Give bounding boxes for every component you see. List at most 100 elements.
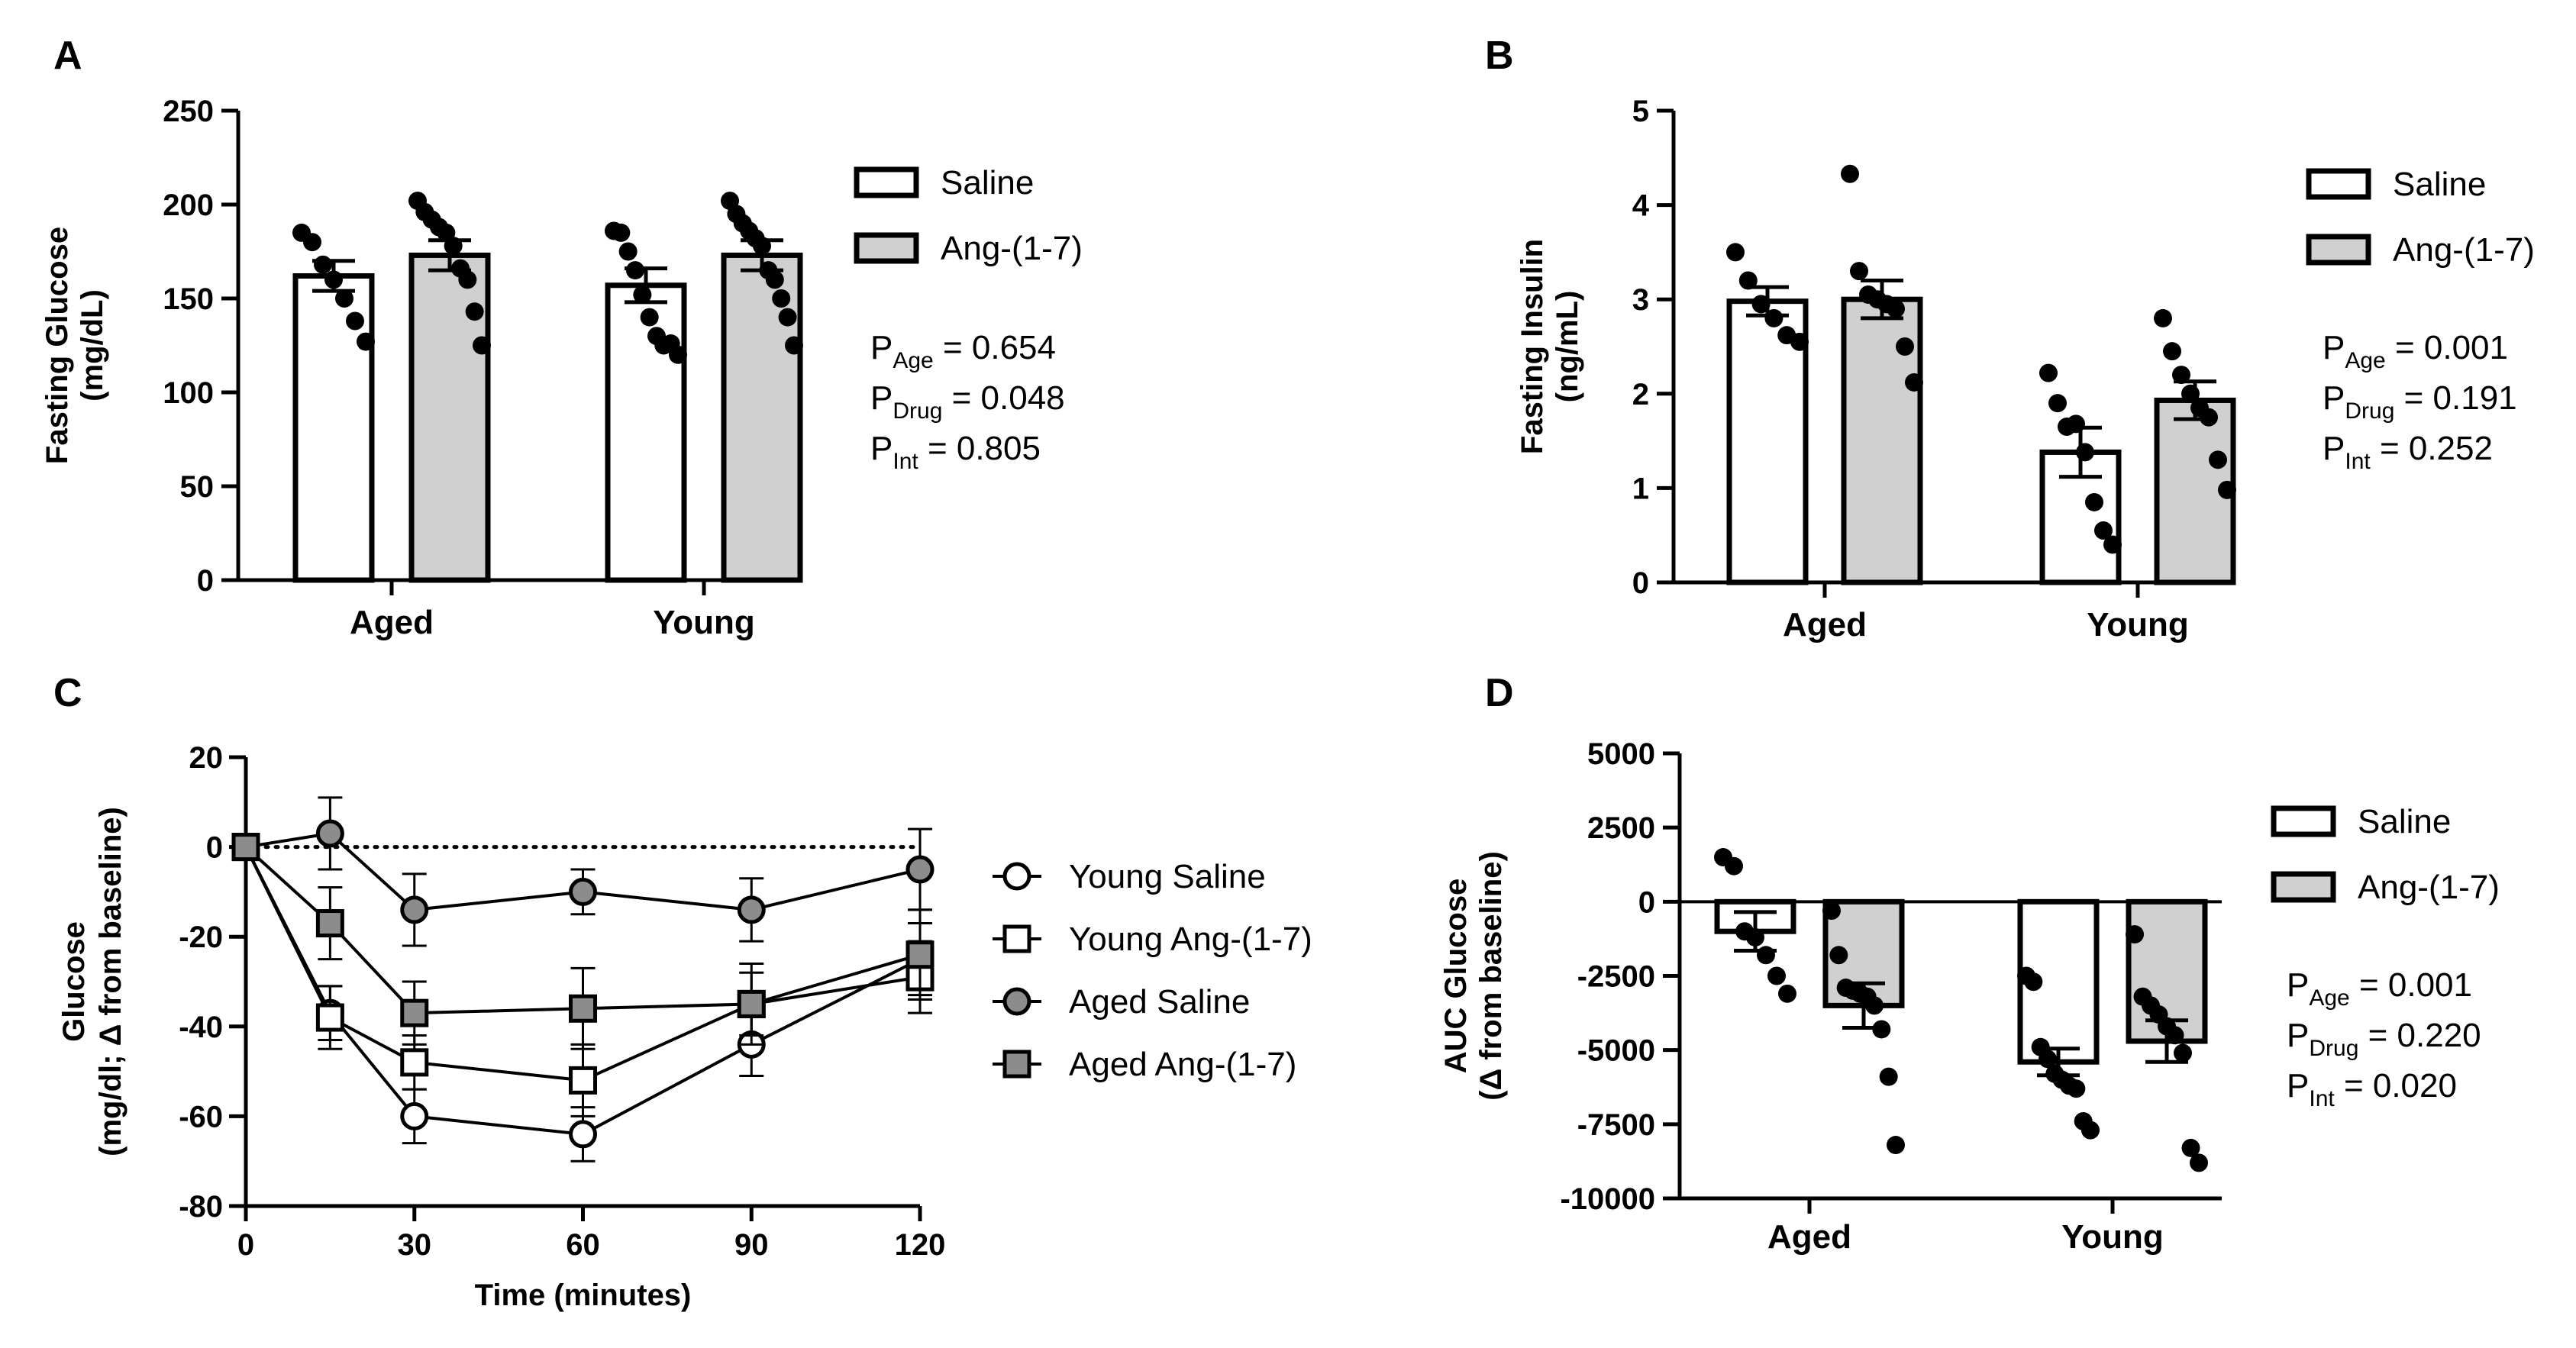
- b-stat-1: PDrug = 0.191: [2323, 379, 2517, 424]
- d-y-tick-label: 0: [1638, 885, 1655, 919]
- panel-d-letter: D: [1485, 671, 1514, 715]
- c-y-tick-label: -60: [179, 1100, 223, 1134]
- a-data-point: [772, 289, 791, 308]
- stat-value: = 0.805: [918, 430, 1041, 467]
- b-data-point: [2067, 414, 2085, 434]
- d-data-point: [2067, 1079, 2086, 1098]
- d-y-tick-label: -5000: [1577, 1034, 1655, 1068]
- d-stat-2: PInt = 0.020: [2287, 1067, 2457, 1111]
- stat-subscript: Drug: [2309, 1036, 2358, 1061]
- a-y-label-line2: (mg/dL): [76, 289, 109, 401]
- a-data-point: [346, 311, 364, 331]
- c-series-2-point: [315, 819, 344, 848]
- stat-p: P: [2287, 1067, 2309, 1105]
- a-y-tick-label: 50: [180, 470, 215, 504]
- a-data-point: [618, 242, 638, 261]
- b-data-point: [1751, 295, 1771, 314]
- c-x-tick-label: 0: [237, 1228, 254, 1262]
- c-y-tick-label: -40: [179, 1011, 223, 1044]
- b-y-tick-label: 3: [1632, 283, 1649, 317]
- c-legend-marker-2: [1002, 987, 1031, 1016]
- c-legend-marker-0: [1002, 862, 1031, 891]
- stat-p: P: [870, 379, 893, 417]
- stat-value: = 0.191: [2394, 379, 2516, 417]
- d-data-point: [2181, 1138, 2200, 1157]
- c-series-3-point: [737, 989, 766, 1018]
- d-y-tick-label: 5000: [1587, 737, 1655, 771]
- a-y-tick-label: 0: [197, 564, 214, 598]
- stat-value: = 0.048: [942, 379, 1064, 417]
- a-data-point: [335, 289, 353, 308]
- a-stat-1: PDrug = 0.048: [870, 379, 1065, 424]
- c-series-0-point: [569, 1120, 597, 1149]
- b-data-point: [1905, 372, 1923, 392]
- b-data-point: [2039, 363, 2058, 382]
- c-series-2-point: [569, 877, 597, 906]
- c-legend-label-2: Aged Saline: [1069, 983, 1250, 1021]
- stat-subscript: Int: [2345, 449, 2371, 474]
- b-y-label-line1: Fasting Insulin: [1516, 239, 1549, 454]
- d-stat-1: PDrug = 0.220: [2287, 1017, 2481, 1061]
- d-y-label-line1: AUC Glucose: [1439, 879, 1473, 1074]
- stat-p: P: [2287, 966, 2309, 1004]
- d-data-point: [1746, 927, 1764, 947]
- b-data-point: [1764, 308, 1784, 327]
- d-data-point: [2126, 925, 2144, 944]
- b-legend-label-0: Saline: [2393, 166, 2486, 203]
- b-data-point: [2154, 308, 2172, 327]
- d-legend-swatch-0: [2271, 805, 2336, 837]
- a-legend-label-1: Ang-(1-7): [941, 230, 1083, 267]
- d-data-point: [1822, 901, 1841, 920]
- c-series-1-line: [244, 846, 921, 1082]
- a-data-point: [324, 270, 343, 289]
- stat-value: = 0.020: [2335, 1067, 2457, 1105]
- b-data-point: [2048, 394, 2067, 413]
- d-legend-label-0: Saline: [2358, 803, 2451, 840]
- panel-b-letter: B: [1485, 34, 1514, 78]
- a-bar-ang: [721, 252, 803, 583]
- stat-subscript: Age: [893, 348, 933, 373]
- b-category-label: Young: [2087, 606, 2189, 643]
- b-data-point: [2209, 450, 2227, 469]
- stat-p: P: [2287, 1017, 2309, 1054]
- c-y-label-line2: (mg/dl; Δ from baseline): [94, 807, 128, 1156]
- c-series-3-point: [231, 833, 260, 862]
- d-data-point: [2190, 1153, 2208, 1172]
- a-y-tick-label: 200: [163, 189, 214, 222]
- d-data-point: [1778, 984, 1796, 1003]
- c-legend-label-1: Young Ang-(1-7): [1069, 921, 1312, 958]
- c-legend-marker-3: [1002, 1050, 1031, 1079]
- a-data-point: [357, 332, 375, 351]
- stat-value: = 0.220: [2358, 1017, 2481, 1054]
- d-data-point: [2024, 972, 2043, 992]
- d-data-point: [2165, 1026, 2184, 1045]
- d-data-point: [1887, 1136, 1905, 1155]
- a-data-point: [444, 237, 463, 256]
- a-data-point: [633, 285, 652, 305]
- c-x-tick-label: 60: [566, 1228, 600, 1262]
- stat-p: P: [870, 430, 893, 467]
- b-y-tick-label: 2: [1632, 378, 1649, 411]
- a-category-label: Young: [653, 604, 755, 641]
- c-y-tick-label: -80: [179, 1190, 223, 1224]
- b-data-point: [2163, 342, 2181, 361]
- d-stat-0: PAge = 0.001: [2287, 966, 2472, 1011]
- a-data-point: [314, 255, 332, 274]
- c-series-3-point: [315, 909, 344, 938]
- stat-subscript: Age: [2309, 985, 2349, 1011]
- c-series-1-point: [315, 1003, 344, 1032]
- c-series-0-line: [244, 846, 921, 1136]
- b-data-point: [2200, 408, 2218, 427]
- c-x-tick-label: 30: [398, 1228, 432, 1262]
- b-y-tick-label: 4: [1632, 189, 1650, 223]
- b-legend-label-1: Ang-(1-7): [2393, 231, 2535, 269]
- a-data-point: [303, 233, 321, 252]
- d-y-label-line2: (Δ from baseline): [1474, 851, 1508, 1101]
- b-data-point: [1841, 164, 1859, 183]
- c-series-1-point: [400, 1048, 429, 1077]
- a-y-tick-label: 250: [163, 95, 214, 128]
- c-series-1-point: [569, 1066, 597, 1095]
- a-data-point: [626, 261, 644, 280]
- a-data-point: [465, 302, 484, 321]
